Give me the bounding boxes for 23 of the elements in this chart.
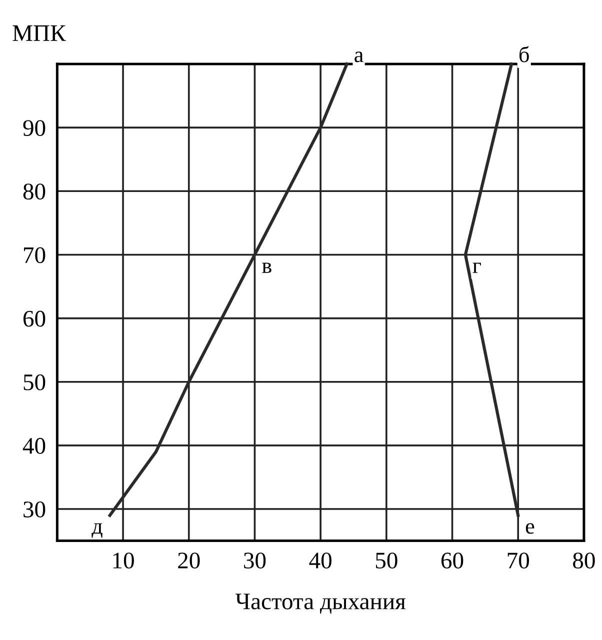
y-tick-label: 30 [24,502,46,518]
y-tick-label: 70 [24,247,46,264]
x-tick-label: 60 [441,552,464,569]
x-tick-label: 40 [309,552,332,569]
annotation: в [262,262,272,273]
y-tick-label: 80 [23,184,46,200]
annotation: д [92,523,102,538]
x-tick-label: 20 [178,552,200,569]
x-tick-label: 80 [573,552,595,569]
y-tick-label: 90 [23,120,46,136]
x-axis-title: Частота дыхания [235,594,406,614]
y-tick-label: 40 [22,438,46,454]
x-tick-label: 70 [508,552,529,569]
y-tick-label: 50 [24,374,46,390]
annotation: а [354,52,364,62]
x-tick-label: 30 [244,552,266,569]
x-tick-label: 50 [376,552,398,569]
y-axis-title: МПК [12,25,66,41]
annotation: б [520,46,529,62]
y-tick-label: 60 [23,310,46,327]
annotation: г [472,262,481,273]
x-tick-label: 10 [113,552,134,569]
annotation: е [526,523,534,534]
